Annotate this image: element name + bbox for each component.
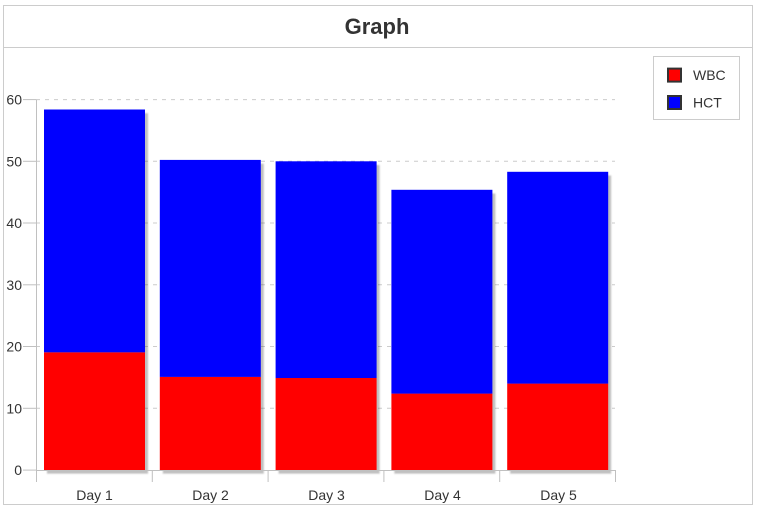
svg-text:Day 4: Day 4 [424, 487, 461, 503]
svg-text:Graph: Graph [345, 14, 410, 39]
svg-text:20: 20 [6, 339, 22, 355]
svg-text:HCT: HCT [693, 94, 722, 110]
svg-text:40: 40 [6, 215, 22, 231]
svg-text:60: 60 [6, 92, 22, 108]
svg-text:WBC: WBC [693, 67, 726, 83]
svg-text:Day 3: Day 3 [308, 487, 345, 503]
svg-text:0: 0 [14, 462, 22, 478]
svg-text:Day 1: Day 1 [76, 487, 113, 503]
svg-text:Day 2: Day 2 [192, 487, 229, 503]
svg-text:Day 5: Day 5 [540, 487, 577, 503]
svg-text:10: 10 [6, 400, 22, 416]
svg-text:30: 30 [6, 277, 22, 293]
svg-text:50: 50 [6, 153, 22, 169]
